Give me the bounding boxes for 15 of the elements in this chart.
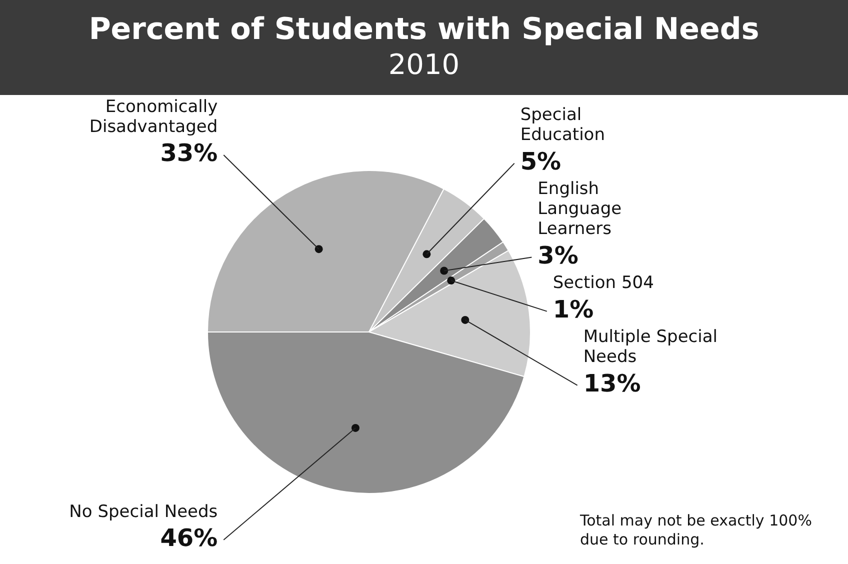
chart-subtitle: 2010: [387, 48, 461, 82]
slice-label: No Special Needs: [69, 502, 218, 522]
data-label: 13%: [583, 370, 641, 398]
data-label: 3%: [538, 242, 578, 270]
slice-label: Economically Disadvantaged: [89, 96, 218, 137]
data-label: 5%: [520, 148, 562, 176]
slice-label: English Language Learners: [538, 179, 622, 240]
slice-label: Section 504: [552, 273, 654, 294]
data-label: 1%: [552, 296, 594, 324]
text: Total may not be exactly 100% due to rounding.: [579, 511, 812, 548]
chart-title: Percent of Students with Special Needs: [88, 12, 760, 48]
data-label: 33%: [160, 139, 218, 168]
data-label: 46%: [160, 524, 218, 552]
slice-label: Multiple Special Needs: [583, 327, 718, 368]
slice-label: Special Education: [520, 105, 605, 146]
